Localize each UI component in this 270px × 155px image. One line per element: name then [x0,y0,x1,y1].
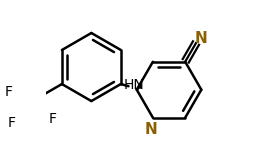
Text: N: N [194,31,207,46]
Text: F: F [5,85,13,99]
Text: F: F [8,116,16,130]
Text: N: N [145,122,157,137]
Text: F: F [48,112,56,126]
Text: HN: HN [124,78,144,92]
